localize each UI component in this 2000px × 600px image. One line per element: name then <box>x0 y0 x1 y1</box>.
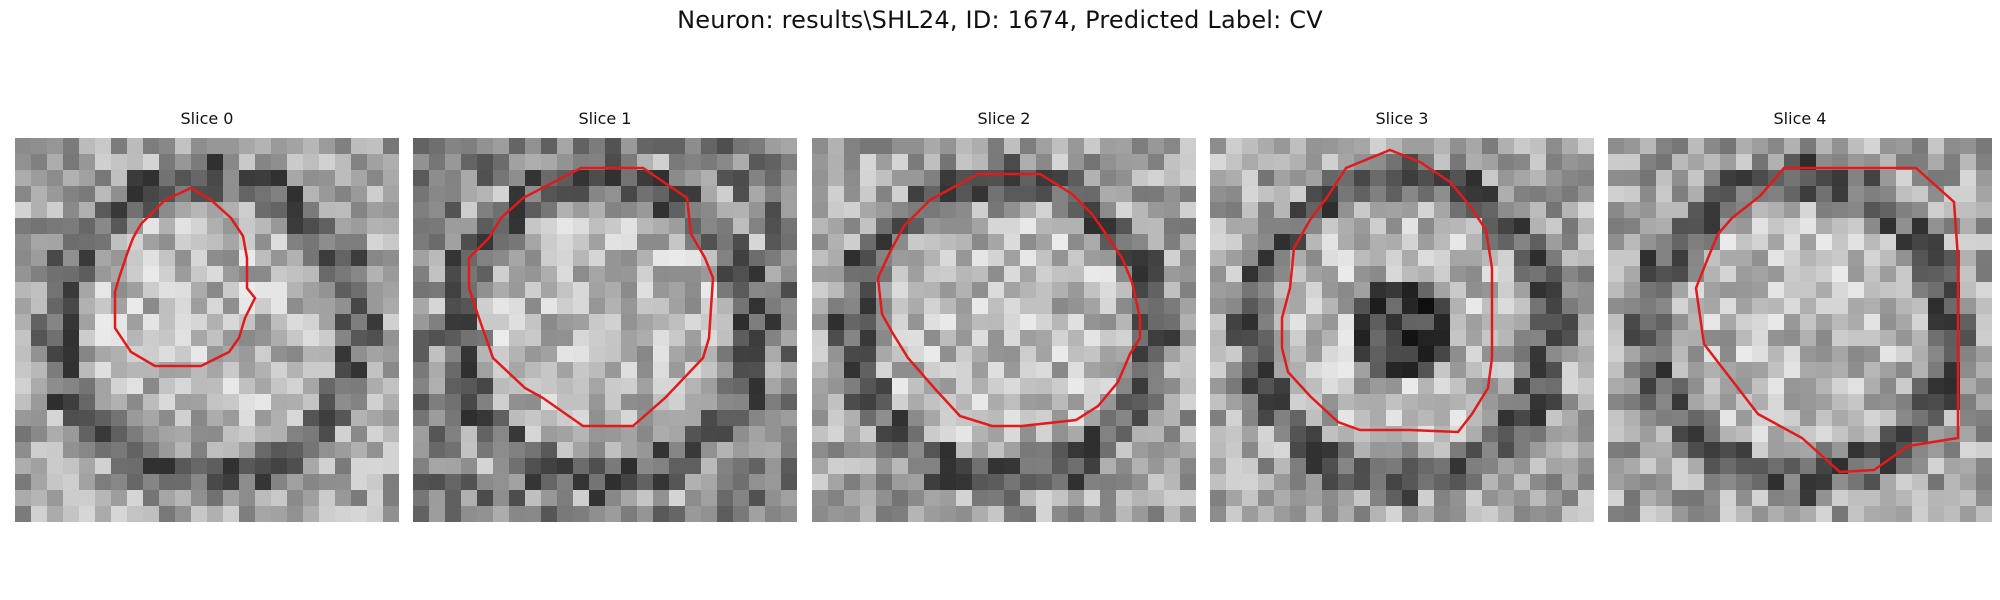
segmentation-contour <box>1694 166 1960 474</box>
slice-panel-0: Slice 0 <box>15 108 399 522</box>
figure-title: Neuron: results\SHL24, ID: 1674, Predict… <box>677 6 1323 34</box>
grayscale-pixel-grid <box>15 138 399 522</box>
slice-image <box>15 138 399 522</box>
segmentation-contour <box>1280 148 1494 434</box>
slice-panel-1: Slice 1 <box>413 108 797 522</box>
segmentation-contour <box>467 166 715 428</box>
segmentation-contour <box>876 172 1142 428</box>
slice-panel-3: Slice 3 <box>1210 108 1594 522</box>
segmentation-contour <box>113 186 257 368</box>
slice-image <box>413 138 797 522</box>
slice-title: Slice 2 <box>977 109 1031 128</box>
slice-title: Slice 1 <box>578 109 632 128</box>
grayscale-pixel-grid <box>1210 138 1594 522</box>
slice-title: Slice 3 <box>1375 109 1429 128</box>
slice-title: Slice 4 <box>1773 109 1827 128</box>
slice-title: Slice 0 <box>180 109 234 128</box>
grayscale-pixel-grid <box>413 138 797 522</box>
slice-image <box>1608 138 1992 522</box>
slice-panel-2: Slice 2 <box>812 108 1196 522</box>
slice-image <box>812 138 1196 522</box>
grayscale-pixel-grid <box>812 138 1196 522</box>
slice-panel-4: Slice 4 <box>1608 108 1992 522</box>
grayscale-pixel-grid <box>1608 138 1992 522</box>
slice-image <box>1210 138 1594 522</box>
